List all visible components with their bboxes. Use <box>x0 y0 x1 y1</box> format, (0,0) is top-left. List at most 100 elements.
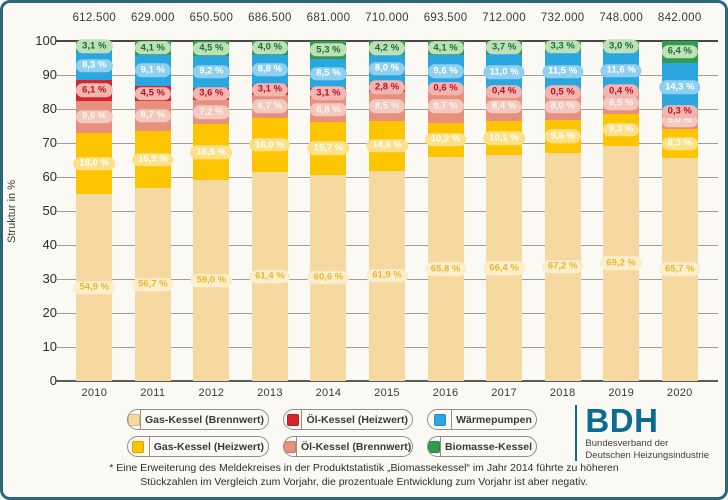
bar-segment: 6,7 % <box>251 95 289 118</box>
stacked-bar: 56,7 % 16,9 % 8,7 % 4,5 % 9,1 % 4,1 % <box>132 41 174 381</box>
total-label: 712.000 <box>482 12 526 24</box>
footnote: * Eine Erweiterung des Meldekreises in d… <box>3 461 725 489</box>
segment-value-label: 7,2 % <box>193 105 230 119</box>
legend-swatch-box <box>428 410 452 429</box>
segment-value-label: 8,8 % <box>251 62 289 77</box>
bar-segment: 6,8 % <box>310 98 347 122</box>
segment-value-label: 14,3 % <box>658 80 701 94</box>
bar-segment: 5,3 % <box>310 41 347 60</box>
year-label: 2010 <box>81 387 108 399</box>
legend-swatch-box <box>284 410 303 429</box>
bar-segment: 2,8 % <box>368 80 406 94</box>
bar-segment: 11,5 % <box>542 52 584 92</box>
stacked-bar: 69,2 % 9,3 % 6,5 % 0,4 % 11,6 % 3,0 % <box>600 39 642 381</box>
segment-value-label: 3,3 % <box>544 39 581 54</box>
bar-segment: 3,1 % <box>76 39 113 54</box>
segment-value-label: 6,4 % <box>661 45 698 59</box>
segment-value-label: 8,3 % <box>661 136 698 151</box>
y-tick-label: 90 <box>42 67 57 82</box>
year-label: 2016 <box>432 387 459 399</box>
gridline <box>56 40 718 42</box>
legend-swatch-box <box>284 437 297 456</box>
segment-value-label: 5,3 % <box>310 43 347 57</box>
total-label: 693.500 <box>423 12 468 24</box>
bar-segment: 9,2 % <box>193 56 230 88</box>
bar-segment: 65,8 % <box>424 157 467 381</box>
bar-column: 65,8 % 10,2 % 9,7 % 0,6 % 9,6 % 4,1 % <box>416 41 475 381</box>
logo-subtitle-line1: Bundesverband der <box>585 438 669 450</box>
stacked-bar: 67,2 % 9,5 % 8,0 % 0,5 % 11,5 % 3,3 % <box>541 39 584 381</box>
bar-column: 69,2 % 9,3 % 6,5 % 0,4 % 11,6 % 3,0 % <box>592 39 651 381</box>
legend-item: Gas-Kessel (Heizwert) <box>127 436 269 457</box>
total-label: 686.500 <box>248 12 292 24</box>
segment-value-label: 8,7 % <box>134 109 171 123</box>
bar-column: 56,7 % 16,9 % 8,7 % 4,5 % 9,1 % 4,1 % <box>124 41 183 381</box>
bar-segment: 8,5 % <box>310 59 347 88</box>
legend-label: Wärmepumpen <box>456 413 532 426</box>
segment-value-label: 3,1 % <box>76 39 113 54</box>
total-label: 650.500 <box>189 12 234 24</box>
bar-segment: 56,7 % <box>132 188 174 381</box>
bar-segment: 61,9 % <box>366 170 408 381</box>
total-label: 612.500 <box>72 12 117 24</box>
year-label: 2018 <box>549 387 576 399</box>
bar-segment: 9,5 % <box>544 120 581 153</box>
segment-value-label: 54,9 % <box>73 280 116 295</box>
legend-swatch <box>428 440 441 453</box>
segment-value-label: 11,6 % <box>600 64 642 78</box>
segment-value-label: 10,1 % <box>483 131 525 145</box>
segment-value-label: 16,5 % <box>190 145 233 160</box>
bar-segment: 4,1 % <box>427 41 464 55</box>
legend-item: Biomasse-Kessel <box>427 436 537 457</box>
segment-value-label: 4,0 % <box>251 41 289 55</box>
bar-segment: 16,9 % <box>132 130 174 189</box>
segment-value-label: 60,6 % <box>307 271 350 285</box>
x-axis-labels: 2010 2011 2012 2013 2014 2015 2016 2017 2018 2019… <box>65 387 709 401</box>
segment-value-label: 8,0 % <box>368 62 406 76</box>
segment-value-label: 3,1 % <box>310 86 347 100</box>
segment-value-label: 9,6 % <box>427 64 464 79</box>
bar-segment: 8,3 % <box>76 51 113 80</box>
segment-value-label: 0,6 % <box>427 81 464 96</box>
bar-segment: 9,1 % <box>134 54 171 86</box>
segment-value-label: 61,9 % <box>366 269 408 283</box>
segment-value-label: 9,7 % <box>427 99 464 113</box>
segment-value-label: 11,5 % <box>542 65 584 79</box>
bar-segment: 4,5 % <box>134 85 171 102</box>
bar-column: 60,6 % 15,7 % 6,8 % 3,1 % 8,5 % 5,3 % <box>299 41 358 381</box>
bar-segment: 4,1 % <box>134 41 171 55</box>
bar-segment: 7,2 % <box>193 99 230 125</box>
legend-item: Öl-Kessel (Brennwert) <box>283 436 413 457</box>
legend-label: Gas-Kessel (Heizwert) <box>153 440 264 453</box>
segment-value-label: 6,7 % <box>251 99 289 114</box>
bar-segment: 15,7 % <box>307 121 350 175</box>
totals-row: 612.500 629.000 650.500 686.500 681.000 710.0… <box>65 12 709 27</box>
segment-value-label: 8,3 % <box>76 58 113 73</box>
bdh-logo: BDH Bundesverband der Deutschen Heizungs… <box>574 404 709 462</box>
stacked-bar: 54,9 % 18,0 % 9,6 % 6,1 % 8,3 % 3,1 % <box>73 39 116 381</box>
legend-label: Öl-Kessel (Brennwert) <box>301 440 412 453</box>
segment-value-label: 0,4 % <box>485 84 523 99</box>
bar-segment: 69,2 % <box>600 145 642 381</box>
segment-value-label: 6,8 % <box>310 103 347 117</box>
segment-value-label: 14,6 % <box>366 139 408 153</box>
stacked-bar: 60,6 % 15,7 % 6,8 % 3,1 % 8,5 % 5,3 % <box>307 41 350 381</box>
stacked-bar: 61,9 % 14,6 % 8,5 % 2,8 % 8,0 % 4,2 % <box>366 41 408 381</box>
bar-segment: 8,8 % <box>251 54 289 85</box>
stacked-bar: 59,0 % 16,5 % 7,2 % 3,6 % 9,2 % 4,5 % <box>190 41 233 381</box>
bar-segment: 54,9 % <box>73 194 116 381</box>
stacked-bar: 61,4 % 16,0 % 6,7 % 3,1 % 8,8 % 4,0 % <box>249 41 291 381</box>
bar-segment: 14,3 % <box>658 62 701 112</box>
legend: Gas-Kessel (Brennwert) Öl-Kessel (Heizwer… <box>127 409 537 457</box>
segment-value-label: 67,2 % <box>541 260 584 274</box>
segment-value-label: 4,2 % <box>368 41 406 55</box>
y-tick-label: 50 <box>42 203 57 218</box>
bar-segment: 0,5 % <box>544 85 581 99</box>
legend-item: Öl-Kessel (Heizwert) <box>283 409 413 430</box>
y-tick-label: 0 <box>49 373 57 388</box>
year-label: 2014 <box>315 387 342 399</box>
bar-segment: 6,4 % <box>661 41 698 63</box>
segment-value-label: 0,4 % <box>603 84 640 99</box>
bar-segment: 9,3 % <box>603 114 640 146</box>
bar-segment: 16,0 % <box>249 117 291 173</box>
